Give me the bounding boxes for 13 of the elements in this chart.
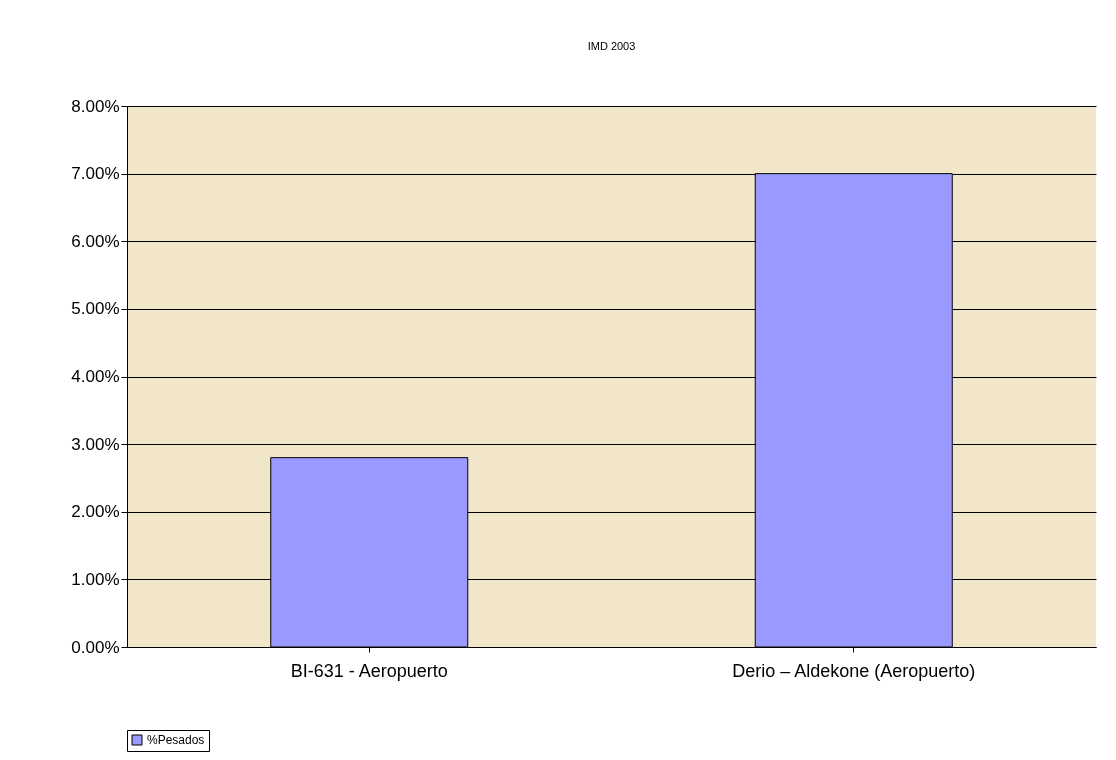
- y-tick-label: 8.00%: [71, 96, 120, 116]
- chart-title: IMD 2003: [587, 40, 636, 52]
- y-tick-label: 2.00%: [71, 502, 120, 522]
- y-tick-label: 0.00%: [71, 637, 120, 657]
- x-tick-label: Derio – Aldekone (Aeropuerto): [732, 660, 976, 681]
- y-tick-label: 7.00%: [71, 164, 120, 184]
- legend-label: %Pesados: [147, 733, 205, 747]
- x-tick-label: BI-631 - Aeropuerto: [290, 660, 448, 681]
- y-tick-label: 5.00%: [71, 299, 120, 319]
- y-tick-label: 1.00%: [71, 569, 120, 589]
- y-tick-label: 6.00%: [71, 231, 120, 251]
- y-tick-label: 4.00%: [71, 367, 120, 386]
- y-tick-label: 3.00%: [71, 434, 120, 454]
